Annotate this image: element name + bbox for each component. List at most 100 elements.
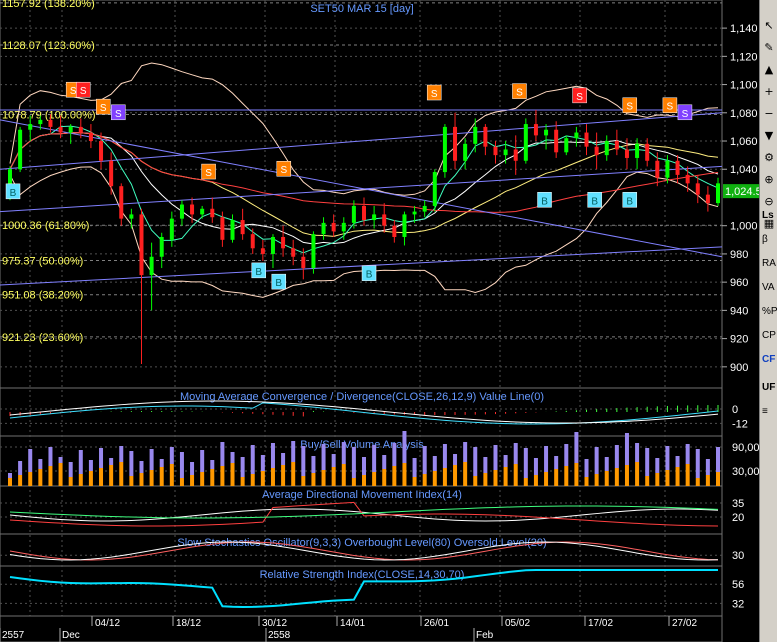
candle-body <box>564 138 569 153</box>
volume-bar <box>442 444 447 468</box>
y-tick-label: 960 <box>730 277 748 289</box>
candle-body <box>372 214 377 221</box>
signal-box <box>96 98 111 115</box>
volume-bar <box>453 465 458 486</box>
volume-bar <box>705 475 710 486</box>
signal-label: S <box>516 88 523 99</box>
signal-label: B <box>541 196 548 207</box>
candle-body <box>533 124 538 136</box>
volume-bar <box>635 443 640 462</box>
volume-bar <box>119 446 124 462</box>
volume-bar <box>169 464 174 486</box>
candle-body <box>281 236 286 249</box>
candle-body <box>119 186 124 219</box>
volume-bar <box>493 445 498 470</box>
fib-level-label: 1157.92 (138.20%) <box>2 0 95 10</box>
volume-bar <box>200 472 205 486</box>
sidebar-label-4[interactable]: %P <box>762 306 777 317</box>
volume-bar <box>483 473 488 486</box>
volume-bar <box>341 442 346 464</box>
zoom-out-icon[interactable]: ⊖ <box>764 195 774 208</box>
volume-bar <box>109 465 114 486</box>
volume-bar <box>695 449 700 478</box>
plus-icon[interactable]: + <box>764 85 774 98</box>
last-price-label: 1,024.5 <box>725 186 762 198</box>
gear-icon[interactable]: ⚙ <box>764 151 774 164</box>
volume-bar <box>716 447 720 472</box>
volume-bar <box>250 474 255 486</box>
cursor-icon[interactable]: ↖ <box>764 19 774 32</box>
candle-body <box>38 119 43 125</box>
volume-bar <box>18 461 23 475</box>
volume-bar <box>432 456 437 471</box>
volume-bar <box>402 463 407 486</box>
volume-bar <box>281 465 286 486</box>
volume-bar <box>68 462 73 477</box>
sidebar-label-0[interactable]: Ls <box>762 210 774 221</box>
candle-body <box>129 214 134 219</box>
sidebar-label-6[interactable]: CF <box>762 354 776 365</box>
volume-bar <box>635 462 640 486</box>
volume-bar <box>716 472 720 486</box>
signal-label: B <box>366 270 373 281</box>
volume-bar <box>8 478 12 486</box>
volume-bar <box>129 476 134 486</box>
signal-box <box>361 265 377 281</box>
volume-bar <box>159 467 164 486</box>
volume-bar <box>614 468 619 486</box>
signal-label: B <box>255 267 262 278</box>
zoom-in-icon[interactable]: ⊕ <box>764 173 774 186</box>
sidebar-label-7[interactable]: UF <box>762 382 776 393</box>
candle-body <box>301 256 306 269</box>
sidebar-label-2[interactable]: RA <box>762 258 776 269</box>
candle-body <box>412 211 417 215</box>
volume-bar <box>574 432 579 463</box>
candle-body <box>18 129 23 170</box>
minus-icon[interactable]: − <box>764 107 774 120</box>
signal-label: B <box>10 188 17 199</box>
volume-bar <box>422 474 427 486</box>
sidebar-label-8[interactable]: ≡ <box>762 406 768 417</box>
sidebar-label-5[interactable]: CP <box>762 330 776 341</box>
volume-bar <box>493 470 498 486</box>
candle-body <box>604 141 609 156</box>
volume-bar <box>220 466 225 486</box>
volume-bar <box>88 471 93 486</box>
y-tick-label: 35 <box>732 498 744 510</box>
subchart-title: Relative Strength Index(CLOSE,14,30,70) <box>260 569 465 581</box>
pencil-icon[interactable]: ✎ <box>764 41 774 54</box>
signal-label: S <box>115 109 122 120</box>
volume-bar <box>665 446 670 470</box>
volume-bar <box>584 459 589 477</box>
volume-bar <box>624 465 629 486</box>
fib-level-label: 975.37 (50.00%) <box>2 255 83 267</box>
sidebar-label-3[interactable]: VA <box>762 282 775 293</box>
volume-bar <box>392 466 397 486</box>
signal-label: S <box>626 102 633 113</box>
volume-bar <box>301 476 306 486</box>
fib-level-label: 1128.07 (123.60%) <box>2 40 95 52</box>
chevron-up-icon[interactable]: ▲ <box>764 63 774 76</box>
candle-body <box>88 132 93 142</box>
candle-body <box>291 248 296 257</box>
volume-bar <box>422 446 427 474</box>
volume-bar <box>230 452 235 463</box>
volume-bar <box>321 470 326 486</box>
volume-bar <box>624 433 629 465</box>
candle-body <box>645 143 650 161</box>
chevron-down-icon[interactable]: ▼ <box>764 129 774 142</box>
volume-bar <box>281 453 286 465</box>
x-tick-label: 05/02 <box>505 618 530 629</box>
volume-bar <box>38 469 43 486</box>
x-tick-label: 26/01 <box>424 618 449 629</box>
chart-icon[interactable]: ▦ <box>763 217 775 230</box>
volume-bar <box>382 469 387 486</box>
candle-body <box>362 205 366 221</box>
candle-body <box>250 234 255 249</box>
volume-bar <box>533 475 538 486</box>
sidebar-label-1[interactable]: β <box>762 234 768 245</box>
volume-bar <box>210 460 215 469</box>
stochastic-line <box>9 541 719 561</box>
y-tick-label: 900 <box>730 362 748 374</box>
